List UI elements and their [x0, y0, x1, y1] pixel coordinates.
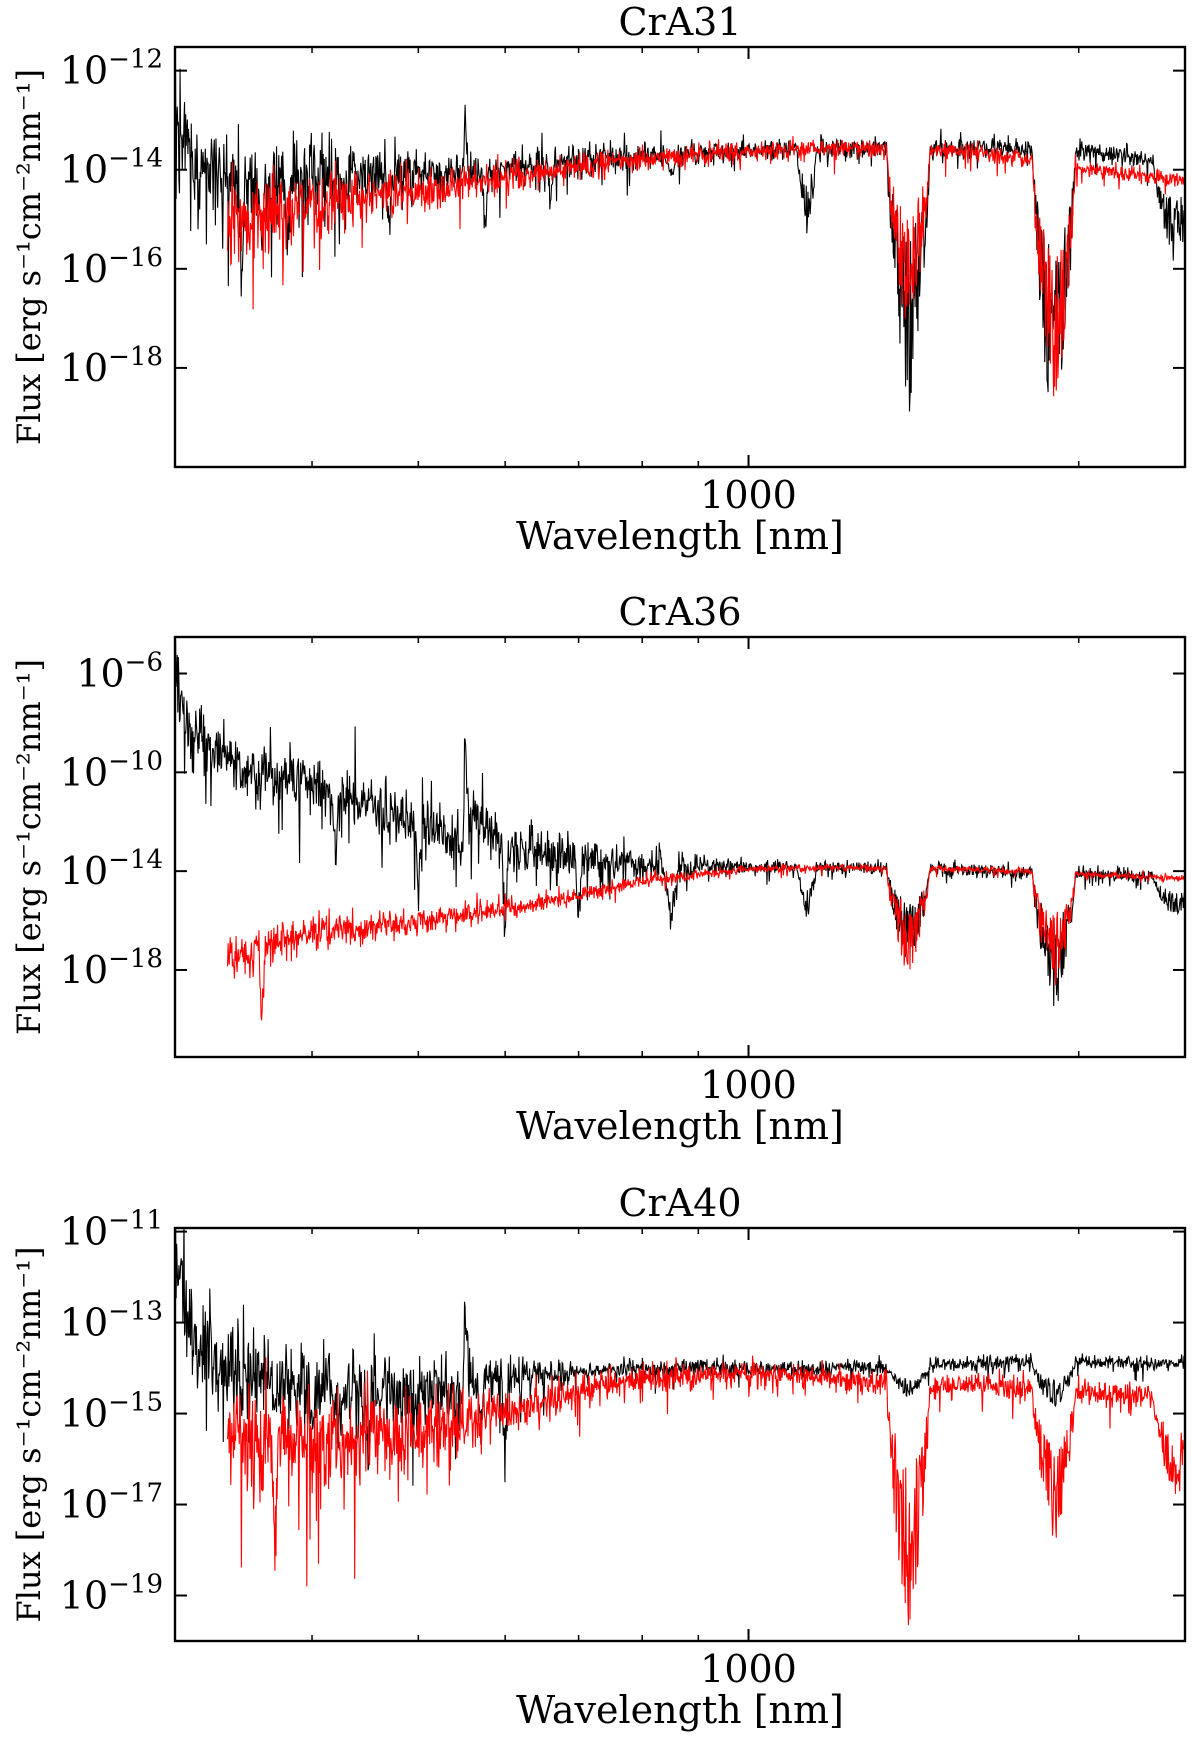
series-model-line: [227, 862, 1185, 1021]
y-tick-label: 10−15: [60, 1388, 163, 1436]
y-tick-base: 10: [60, 1483, 108, 1527]
x-axis-label: Wavelength [nm]: [516, 514, 844, 558]
y-tick-base: 10: [60, 1392, 108, 1436]
y-tick-base: 10: [76, 651, 124, 695]
y-tick-base: 10: [60, 948, 108, 992]
y-tick-exponent: −14: [108, 144, 163, 174]
y-tick-label: 10−16: [60, 243, 163, 291]
y-tick-exponent: −10: [108, 746, 163, 776]
y-tick-base: 10: [60, 1210, 108, 1254]
x-tick-label: 1000: [700, 473, 797, 517]
y-tick-label: 10−12: [60, 45, 163, 93]
chart-title: CrA31: [618, 0, 741, 44]
y-tick-label: 10−11: [60, 1206, 163, 1254]
y-tick-base: 10: [60, 346, 108, 390]
chart-panel-3: 100010−1110−1310−1510−1710−19CrA40Wavele…: [10, 1181, 1187, 1732]
x-tick-label: 1000: [700, 1647, 797, 1691]
plot-frame: [173, 1226, 1187, 1643]
y-tick-exponent: −18: [108, 342, 163, 372]
y-tick-exponent: −14: [108, 845, 163, 875]
y-tick-exponent: −6: [125, 647, 163, 677]
y-tick-exponent: −15: [108, 1388, 163, 1418]
y-tick-exponent: −13: [108, 1297, 163, 1327]
y-axis-label: Flux [erg s⁻¹cm⁻²nm⁻¹]: [10, 69, 48, 445]
y-tick-label: 10−14: [60, 144, 163, 192]
plot-frame: [173, 45, 1187, 469]
y-tick-label: 10−6: [76, 647, 163, 695]
y-tick-exponent: −16: [108, 243, 163, 273]
chart-title: CrA40: [618, 1181, 741, 1225]
x-tick-label: 1000: [700, 1063, 797, 1107]
x-axis-label: Wavelength [nm]: [516, 1688, 844, 1732]
y-tick-base: 10: [60, 1301, 108, 1345]
y-tick-exponent: −19: [108, 1570, 163, 1600]
y-tick-exponent: −17: [108, 1479, 163, 1509]
series-observed-line: [175, 640, 1185, 1006]
y-axis-label: Flux [erg s⁻¹cm⁻²nm⁻¹]: [10, 1247, 48, 1623]
y-tick-label: 10−10: [60, 746, 163, 794]
y-tick-label: 10−14: [60, 845, 163, 893]
y-tick-base: 10: [60, 849, 108, 893]
y-tick-exponent: −18: [108, 944, 163, 974]
y-tick-exponent: −11: [108, 1206, 163, 1236]
y-tick-base: 10: [60, 247, 108, 291]
plot-frame: [173, 635, 1187, 1059]
y-tick-base: 10: [60, 1574, 108, 1618]
y-tick-label: 10−13: [60, 1297, 163, 1345]
y-axis-label: Flux [erg s⁻¹cm⁻²nm⁻¹]: [10, 659, 48, 1035]
y-tick-base: 10: [60, 49, 108, 93]
y-tick-label: 10−18: [60, 342, 163, 390]
y-tick-exponent: −12: [108, 45, 163, 75]
chart-panel-1: 100010−1210−1410−1610−18CrA31Wavelength …: [10, 0, 1187, 558]
series-model-line: [227, 136, 1185, 397]
y-tick-label: 10−17: [60, 1479, 163, 1527]
chart-title: CrA36: [618, 590, 741, 634]
series-model-line: [227, 1355, 1185, 1626]
y-tick-label: 10−18: [60, 944, 163, 992]
y-tick-base: 10: [60, 148, 108, 192]
y-tick-base: 10: [60, 750, 108, 794]
x-axis-label: Wavelength [nm]: [516, 1104, 844, 1148]
series-observed-line: [175, 1228, 1185, 1486]
y-tick-label: 10−19: [60, 1570, 163, 1618]
